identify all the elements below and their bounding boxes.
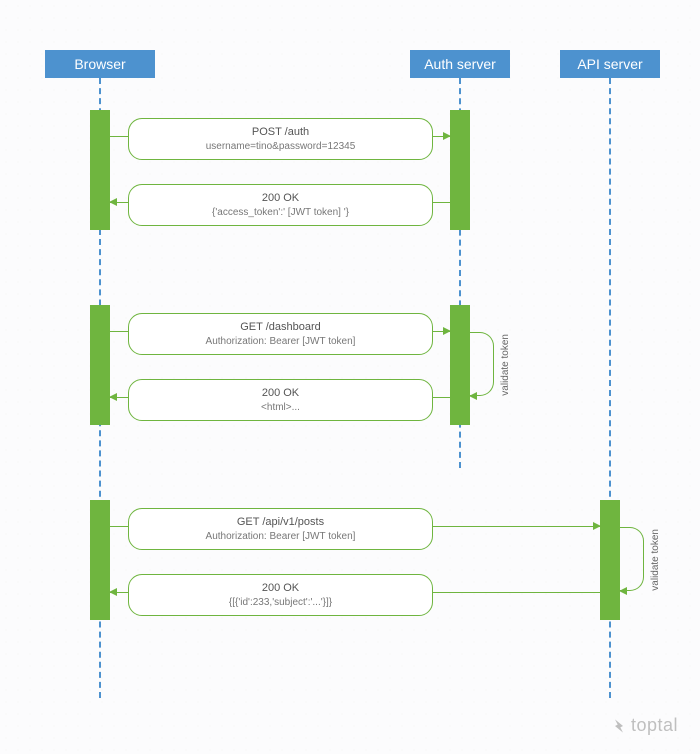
msg-sub: {'access_token':' [JWT token] '} [139,206,422,220]
msg-dashboard-ok: 200 OK <html>... [128,379,433,421]
msg-posts-ok: 200 OK {[{'id':233,'subject':'...'}]} [128,574,433,616]
actor-browser: Browser [45,50,155,78]
activation-browser-3 [90,500,110,620]
msg-title: POST /auth [139,125,422,140]
msg-sub: Authorization: Bearer [JWT token] [139,335,422,349]
msg-auth-ok: 200 OK {'access_token':' [JWT token] '} [128,184,433,226]
selfcall-api-validate [620,527,644,591]
activation-auth-1 [450,110,470,230]
msg-sub: username=tino&password=12345 [139,140,422,154]
activation-browser-2 [90,305,110,425]
msg-title: 200 OK [139,191,422,206]
toptal-icon [611,718,627,734]
msg-title: 200 OK [139,581,422,596]
msg-sub: {[{'id':233,'subject':'...'}]} [139,596,422,610]
selfcall-auth-label: validate token [500,334,511,396]
activation-api-1 [600,500,620,620]
msg-post-auth: POST /auth username=tino&password=12345 [128,118,433,160]
msg-get-posts: GET /api/v1/posts Authorization: Bearer … [128,508,433,550]
msg-title: 200 OK [139,386,422,401]
actor-auth-server: Auth server [410,50,510,78]
msg-title: GET /api/v1/posts [139,515,422,530]
actor-api-server: API server [560,50,660,78]
msg-sub: Authorization: Bearer [JWT token] [139,530,422,544]
activation-browser-1 [90,110,110,230]
branding-text: toptal [631,715,678,736]
selfcall-auth-validate [470,332,494,396]
msg-sub: <html>... [139,401,422,415]
activation-auth-2 [450,305,470,425]
msg-get-dashboard: GET /dashboard Authorization: Bearer [JW… [128,313,433,355]
branding: toptal [611,715,678,736]
msg-title: GET /dashboard [139,320,422,335]
selfcall-api-label: validate token [650,529,661,591]
